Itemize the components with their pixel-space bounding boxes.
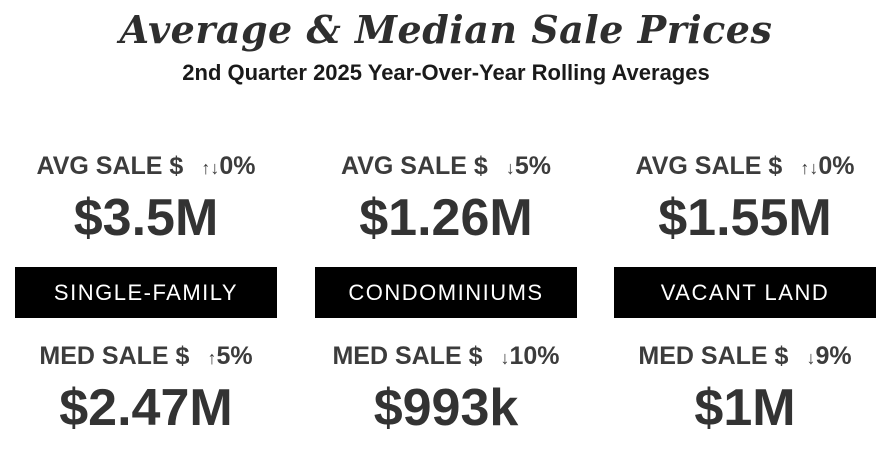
avg-sale-change-value: 0% xyxy=(818,152,855,180)
page-title: Average & Median Sale Prices xyxy=(119,7,773,52)
med-sale-change-value: 5% xyxy=(216,342,253,370)
segment-condominiums: AVG SALE $ ↓5% $1.26M CONDOMINIUMS MED SA… xyxy=(315,140,577,450)
change-arrow-icon: ↓ xyxy=(500,348,510,368)
med-sale-change-value: 10% xyxy=(509,342,560,370)
med-sale-label: MED SALE $ ↑5% xyxy=(15,340,277,374)
med-sale-label: MED SALE $ ↓9% xyxy=(614,340,876,374)
med-sale-label-text: MED SALE $ xyxy=(39,342,190,370)
segment-band-label: VACANT LAND xyxy=(614,267,876,318)
avg-sale-label-text: AVG SALE $ xyxy=(341,152,488,180)
med-sale-value: $1M xyxy=(694,379,796,437)
avg-sale-label: AVG SALE $ ↑↓0% xyxy=(614,150,876,184)
avg-sale-change-value: 5% xyxy=(514,152,551,180)
med-sale-label-text: MED SALE $ xyxy=(638,342,789,370)
change-arrow-icon: ↓ xyxy=(806,348,816,368)
med-sale-label-text: MED SALE $ xyxy=(332,342,483,370)
med-sale-label: MED SALE $ ↓10% xyxy=(315,340,577,374)
med-sale-value: $993k xyxy=(373,379,519,437)
avg-sale-label-text: AVG SALE $ xyxy=(635,152,783,180)
med-sale-change-value: 9% xyxy=(815,342,852,370)
segment-band-label: SINGLE-FAMILY xyxy=(15,267,277,318)
change-arrow-icon: ↑↓ xyxy=(201,158,220,178)
avg-sale-value: $1.55M xyxy=(658,189,832,247)
change-arrow-icon: ↑↓ xyxy=(800,158,819,178)
avg-sale-value: $3.5M xyxy=(73,189,219,247)
segment-vacant-land: AVG SALE $ ↑↓0% $1.55M VACANT LAND MED SA… xyxy=(614,140,876,450)
med-sale-change: ↓9% xyxy=(806,342,851,370)
avg-sale-change: ↓5% xyxy=(506,152,551,180)
avg-sale-change: ↑↓0% xyxy=(800,152,854,180)
segment-single-family: AVG SALE $ ↑↓0% $3.5M SINGLE-FAMILY MED S… xyxy=(15,140,277,450)
page-subtitle: 2nd Quarter 2025 Year-Over-Year Rolling … xyxy=(182,60,710,85)
med-sale-change: ↓10% xyxy=(500,342,559,370)
change-arrow-icon: ↑ xyxy=(207,348,217,368)
avg-sale-value: $1.26M xyxy=(359,189,533,247)
med-sale-value: $2.47M xyxy=(59,379,233,437)
avg-sale-label-text: AVG SALE $ xyxy=(36,152,184,180)
avg-sale-label: AVG SALE $ ↓5% xyxy=(315,150,577,184)
avg-sale-change-value: 0% xyxy=(219,152,256,180)
avg-sale-change: ↑↓0% xyxy=(201,152,255,180)
med-sale-change: ↑5% xyxy=(207,342,252,370)
segment-band-label: CONDOMINIUMS xyxy=(315,267,577,318)
avg-sale-label: AVG SALE $ ↑↓0% xyxy=(15,150,277,184)
change-arrow-icon: ↓ xyxy=(505,158,515,178)
